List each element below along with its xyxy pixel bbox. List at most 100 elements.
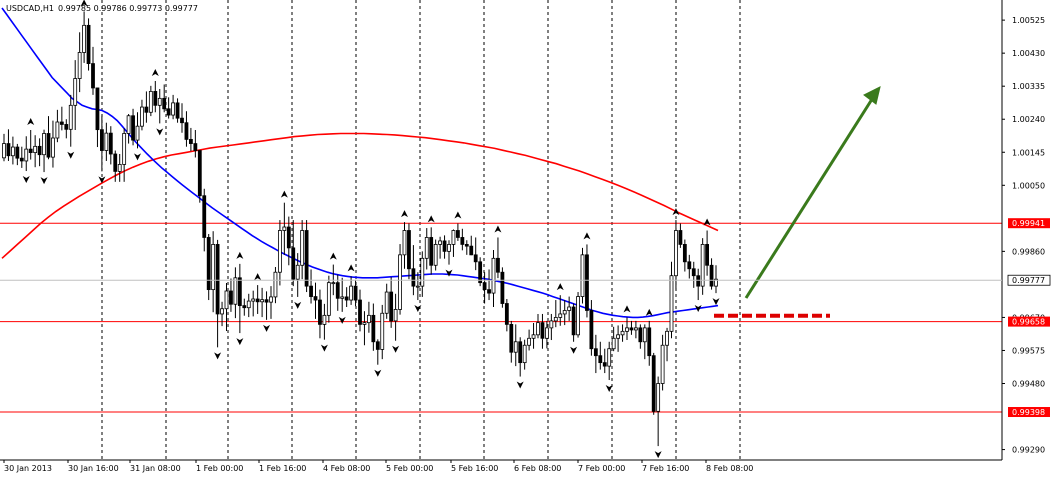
candle-body	[571, 306, 576, 336]
candle-body	[304, 230, 309, 287]
candle-body	[291, 247, 296, 280]
candle-body	[19, 157, 24, 162]
candle-body	[527, 337, 531, 346]
candle-body	[140, 106, 144, 127]
fractal-down-arrow	[320, 344, 328, 352]
candle-body	[104, 132, 109, 151]
candle-body	[518, 341, 523, 364]
candle-body	[598, 355, 603, 364]
y-tick-label: 0.99480	[1012, 380, 1045, 389]
x-tick-label: 7 Feb 00:00	[578, 464, 625, 473]
candle-body	[420, 257, 425, 287]
candle-body	[202, 195, 207, 238]
candle-body	[295, 264, 300, 280]
candle-body	[611, 337, 616, 350]
fractal-down-arrow	[22, 176, 30, 184]
candle-body	[487, 289, 491, 294]
chart-symbol-label: USDCAD,H1	[6, 4, 54, 13]
candle-body	[77, 52, 82, 79]
y-tick-label: 1.00335	[1012, 82, 1045, 91]
candle-body	[340, 296, 345, 299]
candle-body	[277, 230, 282, 273]
candle-body	[424, 237, 429, 259]
candle-body	[113, 153, 118, 172]
fractal-down-arrow	[67, 151, 75, 159]
x-tick-label: 30 Jan 16:00	[68, 464, 119, 473]
candle-body	[206, 237, 211, 291]
candle-body	[585, 254, 589, 311]
fractal-up-arrow	[329, 252, 337, 260]
x-tick-label: 1 Feb 16:00	[259, 464, 306, 473]
fractal-up-arrow	[151, 68, 159, 76]
candle-body	[24, 148, 29, 162]
axes	[0, 0, 1003, 461]
fractal-up-arrow	[494, 225, 502, 233]
candle-body	[73, 78, 78, 106]
candle-body	[144, 106, 149, 113]
current-price-tag-label: 0.99777	[1012, 276, 1045, 285]
candle-body	[531, 334, 536, 339]
fractal-down-arrow	[236, 338, 244, 346]
fractal-down-arrow	[605, 385, 613, 393]
candle-body	[273, 271, 278, 298]
candle-body	[335, 282, 340, 299]
fractal-up-arrow	[672, 208, 680, 216]
candle-body	[411, 268, 416, 287]
candle-body	[318, 299, 322, 325]
candle-body	[37, 145, 42, 156]
fractal-down-arrow	[654, 451, 662, 459]
x-tick-label: 5 Feb 00:00	[386, 464, 433, 473]
candle-body	[562, 310, 567, 315]
candle-body	[496, 257, 500, 273]
candle-body	[593, 348, 598, 357]
candle-body	[366, 314, 371, 324]
candle-body	[264, 299, 269, 303]
candle-body	[353, 285, 358, 301]
candle-body	[433, 244, 438, 266]
fractal-down-arrow	[156, 128, 164, 136]
fractal-down-arrow	[134, 153, 141, 161]
candle-body	[215, 244, 220, 315]
candle-body	[522, 344, 527, 364]
candle-body	[375, 341, 380, 350]
fractal-down-arrow	[98, 176, 106, 184]
x-tick-label: 4 Feb 08:00	[323, 464, 370, 473]
fractal-down-arrow	[516, 381, 524, 389]
candle-body	[91, 63, 95, 89]
candle-body	[714, 278, 718, 287]
candle-body	[15, 146, 20, 159]
candle-body	[255, 298, 260, 303]
level-price-tag-label: 0.99941	[1012, 219, 1045, 228]
candle-body	[389, 291, 394, 322]
fractal-up-arrow	[27, 118, 35, 126]
candle-body	[42, 133, 46, 156]
y-tick-label: 0.99575	[1012, 346, 1045, 355]
candle-body	[691, 268, 696, 277]
candle-body	[589, 310, 594, 350]
candle-body	[638, 327, 643, 343]
annotations	[714, 86, 881, 318]
candle-body	[117, 164, 122, 172]
candle-body	[549, 320, 554, 329]
fractal-down-arrow	[40, 177, 48, 185]
candle-body	[100, 129, 104, 151]
candle-body	[651, 355, 656, 412]
candle-body	[46, 133, 51, 158]
candle-body	[55, 121, 60, 139]
fractal-down-arrow	[445, 269, 453, 277]
candle-body	[464, 244, 469, 247]
fractal-up-arrow	[454, 211, 462, 219]
candle-body	[175, 102, 180, 119]
candle-body	[322, 314, 327, 325]
candle-body	[500, 271, 505, 304]
candle-body	[478, 261, 483, 284]
candle-body	[660, 344, 665, 384]
candle-body	[51, 137, 55, 158]
chart-quote-label: 0.99785 0.99786 0.99773 0.99777	[58, 4, 198, 13]
fractal-up-arrow	[427, 215, 435, 223]
candle-body	[33, 145, 38, 154]
candle-body	[513, 341, 518, 353]
candle-body	[349, 285, 354, 301]
